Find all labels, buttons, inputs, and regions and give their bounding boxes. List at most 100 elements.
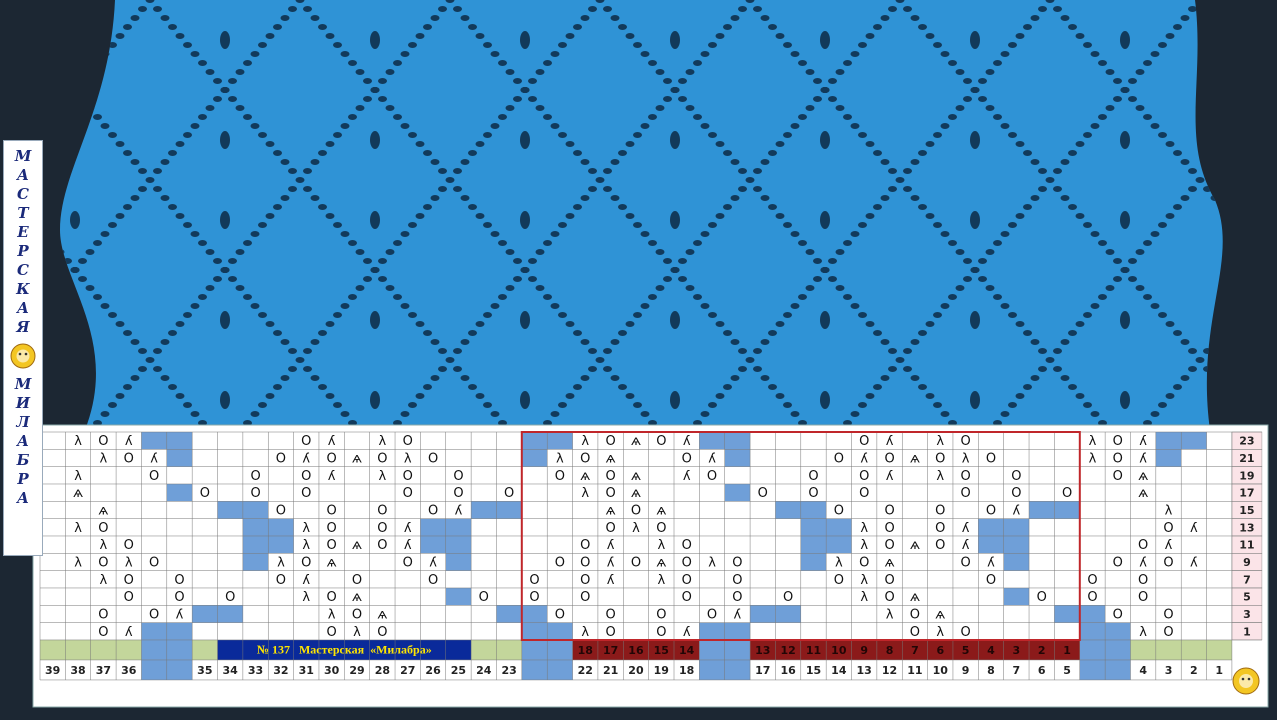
stitch-symbol: O <box>453 486 463 501</box>
repeat-number: 2 <box>1038 644 1046 657</box>
row-number: 23 <box>1239 435 1254 448</box>
stitch-symbol: O <box>1163 521 1173 536</box>
no-stitch-cell <box>242 501 269 519</box>
stitch-symbol: O <box>1163 555 1173 570</box>
stitch-symbol: O <box>631 503 641 518</box>
repeat-number: 5 <box>962 644 970 657</box>
stitch-symbol: λ <box>962 451 970 466</box>
stitch-symbol: λ <box>1165 503 1173 518</box>
stitch-symbol: O <box>327 625 337 640</box>
stitch-symbol: ʎ <box>176 607 184 622</box>
repeat-number: 15 <box>654 644 669 657</box>
column-number: 16 <box>780 664 796 677</box>
column-number: 1 <box>1215 664 1223 677</box>
stitch-symbol: λ <box>379 434 387 449</box>
stitch-symbol: λ <box>353 625 361 640</box>
no-stitch-cell <box>166 483 193 502</box>
stitch-symbol: λ <box>936 625 944 640</box>
stitch-symbol: λ <box>860 573 868 588</box>
column-number: 36 <box>121 664 137 677</box>
stitch-symbol: λ <box>100 538 108 553</box>
stitch-symbol: ʎ <box>734 607 742 622</box>
column-number: 18 <box>679 664 694 677</box>
stitch-symbol: O <box>834 451 844 466</box>
stitch-symbol: O <box>301 555 311 570</box>
stitch-symbol: O <box>124 538 134 553</box>
no-stitch-cell <box>750 605 776 623</box>
no-stitch-cell <box>1181 432 1207 450</box>
stitch-symbol: ʎ <box>404 538 412 553</box>
stitch-symbol: ʎ <box>328 469 336 484</box>
no-stitch-cell <box>1105 622 1131 640</box>
stitch-symbol: O <box>149 469 159 484</box>
column-number: 12 <box>882 664 897 677</box>
stitch-symbol: λ <box>860 538 868 553</box>
no-stitch-cell <box>1155 449 1182 467</box>
no-stitch-cell <box>978 518 1004 536</box>
repeat-band <box>750 639 1080 660</box>
stitch-symbol: O <box>1087 590 1097 605</box>
row-number: 1 <box>1243 625 1251 638</box>
stitch-symbol: ʎ <box>607 555 615 570</box>
column-number: 15 <box>806 664 821 677</box>
stitch-symbol: O <box>910 607 920 622</box>
no-stitch-cell <box>445 535 472 554</box>
stitch-symbol: O <box>301 469 311 484</box>
lion-icon <box>1232 667 1260 695</box>
no-stitch-cell <box>471 501 497 519</box>
row-number: 19 <box>1239 469 1254 482</box>
stitch-symbol: O <box>555 469 565 484</box>
stitch-symbol: O <box>935 521 945 536</box>
no-stitch-cell <box>141 432 167 450</box>
column-number: 6 <box>1038 664 1046 677</box>
column-number: 7 <box>1013 664 1021 677</box>
stitch-symbol: O <box>961 625 971 640</box>
no-stitch-cell <box>775 501 801 519</box>
column-number: 4 <box>1139 664 1147 677</box>
no-stitch-cell <box>268 518 294 536</box>
no-stitch-cell <box>1003 535 1030 554</box>
column-number: 17 <box>755 664 770 677</box>
row-number: 7 <box>1243 573 1251 586</box>
stitch-symbol: ѧ <box>1138 469 1148 484</box>
stitch-symbol: O <box>250 469 260 484</box>
column-number: 22 <box>578 664 593 677</box>
stitch-symbol: O <box>1138 590 1148 605</box>
no-stitch-cell <box>521 622 548 640</box>
no-stitch-cell <box>800 518 827 536</box>
no-stitch-cell <box>775 605 801 623</box>
stitch-symbol: λ <box>632 521 640 536</box>
stitch-symbol: O <box>605 486 615 501</box>
no-stitch-cell <box>1079 605 1106 623</box>
stitch-symbol: O <box>961 469 971 484</box>
stitch-symbol: λ <box>100 573 108 588</box>
repeat-number: 16 <box>628 644 644 657</box>
stitch-symbol: ʎ <box>607 573 615 588</box>
stitch-symbol: ѧ <box>606 451 616 466</box>
stitch-symbol: O <box>859 486 869 501</box>
column-number: 31 <box>299 664 314 677</box>
stitch-symbol: O <box>580 573 590 588</box>
stitch-symbol: O <box>682 590 692 605</box>
stitch-symbol: ʎ <box>683 434 691 449</box>
stitch-symbol: ѧ <box>631 469 641 484</box>
repeat-number: 12 <box>780 644 795 657</box>
stitch-symbol: ѧ <box>606 503 616 518</box>
no-stitch-cell <box>1003 553 1030 571</box>
repeat-number: 17 <box>603 644 618 657</box>
column-number: 23 <box>502 664 517 677</box>
stitch-symbol: O <box>707 469 717 484</box>
stitch-symbol: ʎ <box>1139 451 1147 466</box>
stitch-symbol: ʎ <box>987 555 995 570</box>
column-number: 13 <box>857 664 872 677</box>
no-stitch-cell <box>699 432 725 450</box>
repeat-number: 18 <box>578 644 593 657</box>
stitch-symbol: O <box>1113 434 1123 449</box>
repeat-number: 4 <box>987 644 995 657</box>
column-number: 19 <box>654 664 669 677</box>
stitch-symbol: ʎ <box>302 573 310 588</box>
column-number: 11 <box>907 664 922 677</box>
no-stitch-cell <box>826 518 852 536</box>
no-stitch-cell <box>724 622 751 640</box>
